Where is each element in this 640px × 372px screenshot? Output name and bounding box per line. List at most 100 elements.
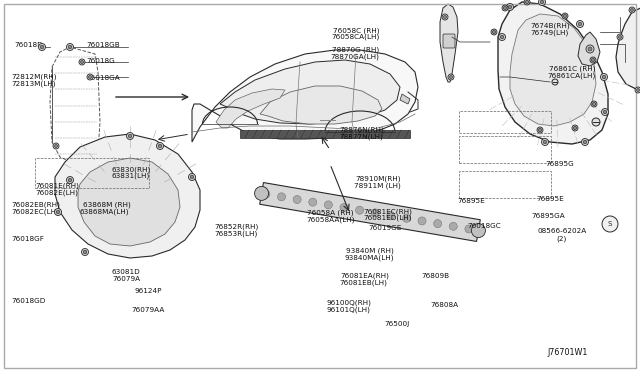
Circle shape [403, 214, 410, 222]
Circle shape [538, 0, 545, 6]
Circle shape [492, 31, 495, 33]
Circle shape [87, 74, 93, 80]
Text: 76018GA: 76018GA [86, 75, 120, 81]
Polygon shape [440, 4, 458, 82]
Circle shape [127, 132, 134, 140]
Bar [240, 130, 410, 138]
Circle shape [563, 15, 566, 17]
Text: 63830(RH): 63830(RH) [112, 166, 151, 173]
Circle shape [81, 61, 83, 64]
Circle shape [538, 128, 541, 132]
Polygon shape [260, 86, 382, 124]
Text: 76895G: 76895G [545, 161, 574, 167]
Text: 63081D: 63081D [112, 269, 141, 275]
Text: 76895E: 76895E [458, 198, 485, 204]
Circle shape [190, 175, 194, 179]
Polygon shape [78, 158, 180, 246]
Circle shape [255, 186, 269, 201]
Text: 76018GF: 76018GF [12, 236, 44, 242]
Circle shape [448, 74, 454, 80]
Polygon shape [55, 134, 200, 258]
Circle shape [465, 225, 473, 233]
Text: 76058A (RH): 76058A (RH) [307, 209, 354, 216]
Text: 76079AA: 76079AA [131, 307, 164, 312]
Circle shape [499, 33, 506, 41]
Circle shape [582, 138, 589, 145]
Polygon shape [220, 60, 400, 124]
Circle shape [40, 45, 44, 49]
Circle shape [324, 201, 332, 209]
Text: 78910M(RH): 78910M(RH) [355, 175, 401, 182]
Polygon shape [216, 89, 285, 128]
Text: (2): (2) [557, 235, 567, 242]
Circle shape [81, 248, 88, 256]
Text: 76082EC(LH): 76082EC(LH) [12, 208, 60, 215]
Circle shape [552, 79, 558, 85]
FancyBboxPatch shape [443, 34, 455, 48]
Text: 96124P: 96124P [134, 288, 162, 294]
Circle shape [491, 29, 497, 35]
Text: 76082E(LH): 76082E(LH) [35, 189, 78, 196]
Text: 78876N(RH): 78876N(RH) [339, 127, 384, 134]
Circle shape [442, 14, 448, 20]
Text: 93840M (RH): 93840M (RH) [346, 248, 394, 254]
Circle shape [68, 45, 72, 49]
Polygon shape [578, 32, 600, 66]
Circle shape [629, 7, 635, 13]
Circle shape [472, 224, 485, 238]
Circle shape [54, 208, 61, 215]
Circle shape [562, 13, 568, 19]
Text: 76079A: 76079A [112, 276, 140, 282]
Text: 76058CA(LH): 76058CA(LH) [332, 34, 380, 41]
Circle shape [500, 35, 504, 39]
Polygon shape [510, 14, 596, 126]
Polygon shape [260, 183, 480, 241]
Text: 63868MA(LH): 63868MA(LH) [80, 208, 129, 215]
Circle shape [293, 196, 301, 203]
Circle shape [449, 76, 452, 78]
Circle shape [543, 140, 547, 144]
Text: 78870G (RH): 78870G (RH) [332, 47, 379, 54]
Circle shape [572, 125, 578, 131]
Circle shape [157, 142, 163, 150]
Text: 76018GC: 76018GC [467, 223, 501, 229]
Circle shape [591, 101, 597, 107]
Circle shape [67, 176, 74, 183]
Circle shape [502, 5, 508, 11]
Circle shape [586, 45, 594, 53]
Text: 78877N(LH): 78877N(LH) [339, 134, 383, 140]
Circle shape [356, 206, 364, 214]
Circle shape [573, 126, 577, 130]
Polygon shape [192, 50, 418, 142]
Circle shape [88, 76, 92, 78]
Text: 76500J: 76500J [384, 321, 409, 327]
Text: 76895GA: 76895GA [531, 213, 565, 219]
Circle shape [158, 144, 162, 148]
Circle shape [593, 102, 596, 106]
Text: 76018GD: 76018GD [12, 298, 46, 304]
Circle shape [630, 9, 634, 12]
Circle shape [444, 16, 447, 19]
Text: 76809B: 76809B [421, 273, 449, 279]
Text: 7674B(RH): 7674B(RH) [530, 23, 570, 29]
Text: 76081EA(RH): 76081EA(RH) [340, 273, 389, 279]
Circle shape [54, 144, 58, 148]
Circle shape [56, 210, 60, 214]
Text: 76808A: 76808A [430, 302, 458, 308]
Circle shape [189, 173, 195, 180]
Text: 78870GA(LH): 78870GA(LH) [330, 54, 379, 60]
Text: 96101Q(LH): 96101Q(LH) [326, 307, 371, 313]
Circle shape [128, 134, 132, 138]
Circle shape [418, 217, 426, 225]
Circle shape [79, 59, 85, 65]
Circle shape [371, 209, 380, 217]
Circle shape [340, 203, 348, 212]
Text: 76058C (RH): 76058C (RH) [333, 27, 380, 34]
Text: 76853R(LH): 76853R(LH) [214, 230, 258, 237]
Circle shape [617, 34, 623, 40]
Circle shape [278, 193, 285, 201]
Circle shape [308, 198, 317, 206]
Circle shape [540, 0, 544, 4]
Text: 76018D: 76018D [14, 42, 43, 48]
Circle shape [583, 140, 587, 144]
